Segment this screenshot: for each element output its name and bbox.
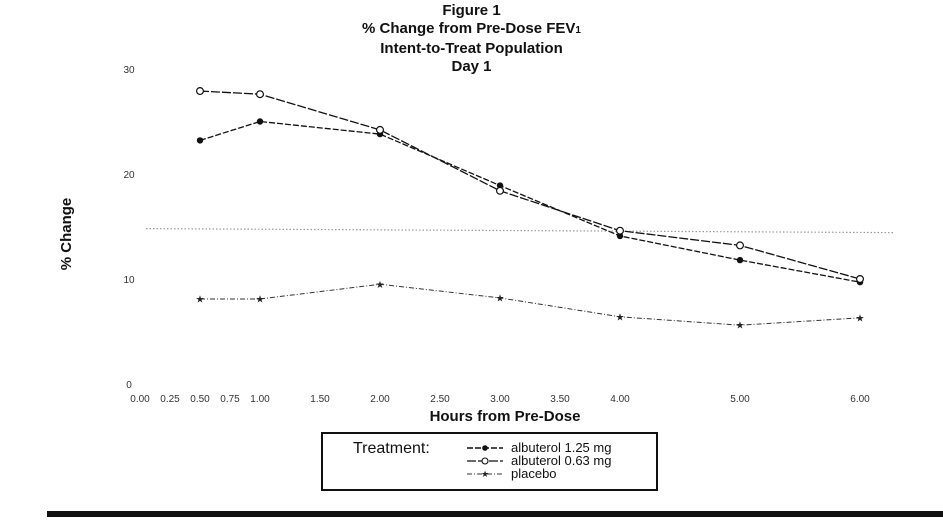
- svg-text:★: ★: [481, 470, 489, 479]
- x-tick-label-6.00: 6.00: [850, 394, 870, 405]
- series-3-point-7: ★: [856, 313, 865, 324]
- x-tick-label-3.50: 3.50: [550, 394, 570, 405]
- x-tick-label-1.50: 1.50: [310, 394, 330, 405]
- y-tick-label-10: 10: [123, 275, 135, 286]
- series-2-point-7: [855, 275, 864, 284]
- x-tick-label-4.00: 4.00: [610, 394, 630, 405]
- x-axis-label: Hours from Pre-Dose: [429, 408, 581, 425]
- series-3-point-6: ★: [736, 321, 745, 332]
- legend-item-3: ★ placebo: [465, 467, 557, 480]
- legend-title: Treatment:: [353, 440, 430, 457]
- figure-title-subscript: 1: [575, 25, 581, 36]
- series-1-point-2: [256, 118, 264, 125]
- series-3-point-1: ★: [196, 294, 205, 305]
- y-tick-label-30: 30: [123, 65, 135, 76]
- legend-label-3: placebo: [511, 466, 557, 481]
- figure-title: % Change from Pre-Dose FEV1: [0, 20, 943, 40]
- y-axis-label: % Change: [58, 197, 75, 271]
- legend-label-2: albuterol 0.63 mg: [511, 453, 612, 468]
- legend-item-2: albuterol 0.63 mg: [465, 454, 611, 467]
- legend-item-1: albuterol 1.25 mg: [465, 441, 611, 454]
- figure-day: Day 1: [451, 58, 492, 75]
- series-3-point-5: ★: [616, 312, 625, 323]
- reference-line: [145, 228, 894, 234]
- figure-title-text: % Change from Pre-Dose FEV: [362, 20, 576, 37]
- series-2-point-1: [196, 87, 205, 96]
- series-1-point-6: [736, 256, 744, 264]
- series-3-point-2: ★: [256, 294, 265, 305]
- x-tick-label-0.50: 0.50: [190, 394, 210, 405]
- series-2-point-2: [256, 90, 265, 99]
- series-line-2: [199, 90, 861, 280]
- legend-label-1: albuterol 1.25 mg: [511, 440, 612, 455]
- figure-title-block: Figure 1 % Change from Pre-Dose FEV1 Int…: [0, 2, 943, 76]
- x-tick-label-0.00: 0.00: [130, 394, 150, 405]
- x-tick-label-0.25: 0.25: [160, 394, 180, 405]
- x-tick-label-3.00: 3.00: [490, 394, 510, 405]
- bottom-rule: [47, 511, 943, 517]
- figure-subtitle: Intent-to-Treat Population: [380, 40, 563, 57]
- figure-label: Figure 1: [442, 2, 501, 19]
- x-tick-label-0.75: 0.75: [220, 394, 240, 405]
- series-3-point-3: ★: [376, 280, 385, 291]
- x-tick-label-2.00: 2.00: [370, 394, 390, 405]
- series-2-point-4: [496, 186, 505, 195]
- x-tick-label-2.50: 2.50: [430, 394, 450, 405]
- series-1-point-1: [196, 137, 204, 144]
- y-tick-label-0: 0: [126, 380, 132, 391]
- x-tick-label-5.00: 5.00: [730, 394, 750, 405]
- series-2-point-3: [376, 125, 385, 134]
- series-line-3: [200, 283, 861, 326]
- legend-swatch-2: [467, 456, 503, 465]
- series-2-point-6: [735, 241, 744, 250]
- series-3-point-4: ★: [496, 293, 505, 304]
- legend-swatch-3: ★: [467, 470, 503, 479]
- series-2-point-5: [615, 226, 624, 235]
- x-tick-label-1.00: 1.00: [250, 394, 270, 405]
- legend-swatch-1: [467, 444, 503, 451]
- y-tick-label-20: 20: [123, 170, 135, 181]
- series-line-1: [199, 120, 861, 283]
- legend: Treatment: albuterol 1.25 mg albuterol 0…: [321, 432, 658, 491]
